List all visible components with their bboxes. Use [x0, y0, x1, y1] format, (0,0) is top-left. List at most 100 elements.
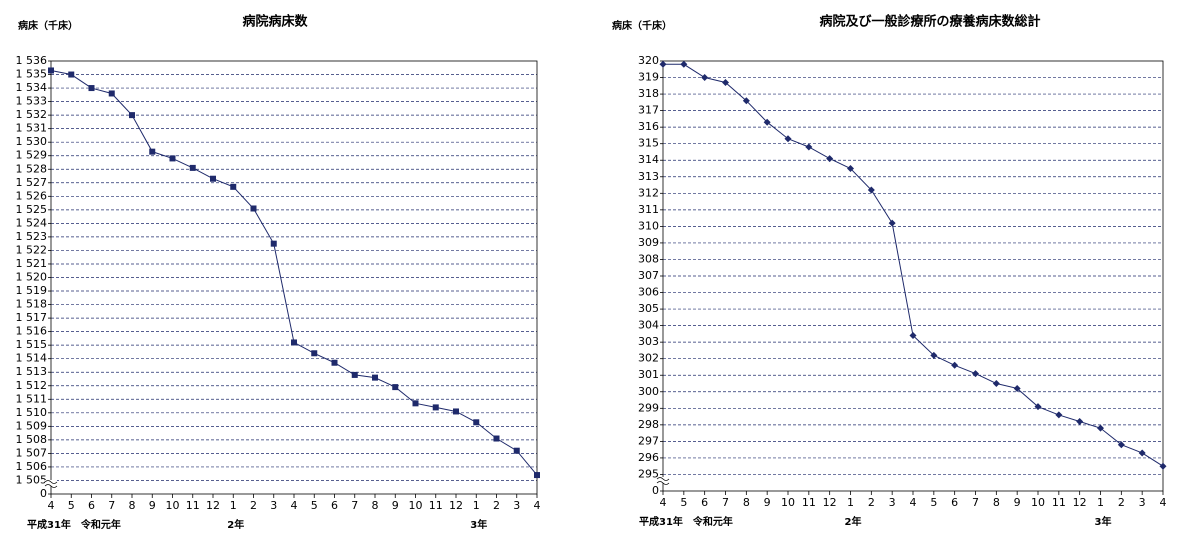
y-tick-label: 299 — [638, 401, 659, 414]
point — [129, 112, 135, 119]
y-tick-label: 1 510 — [16, 406, 48, 419]
x-tick-label: 10 — [166, 499, 180, 512]
x-tick-label: 1 — [230, 499, 237, 512]
x-group-label: 2年 — [227, 518, 244, 531]
y-tick-label: 302 — [638, 352, 659, 365]
point — [331, 359, 338, 366]
x-tick-label: 3 — [270, 499, 277, 512]
y-tick-label: 296 — [638, 451, 659, 464]
x-tick-label: 2 — [868, 496, 875, 509]
y-tick-label: 306 — [638, 286, 659, 299]
point — [210, 175, 216, 182]
y-tick-label: 1 505 — [16, 473, 48, 486]
point — [992, 380, 1000, 387]
y-tick-label: 304 — [638, 319, 659, 332]
y-tick-label: 1 529 — [16, 149, 48, 162]
x-tick-label: 4 — [910, 496, 917, 509]
point — [784, 135, 792, 143]
point — [88, 85, 95, 92]
y-tick-label: 319 — [638, 71, 659, 84]
point — [351, 371, 358, 378]
y-tick-label: 1 513 — [16, 365, 48, 378]
x-tick-label: 11 — [1052, 496, 1066, 509]
x-tick-label: 2 — [250, 499, 257, 512]
y-tick-label: 1 507 — [16, 446, 48, 459]
point — [432, 404, 439, 411]
x-tick-label: 3 — [1139, 496, 1146, 509]
y-tick-label: 312 — [638, 186, 659, 199]
y-tick-label: 1 528 — [16, 162, 48, 175]
y-tick-label: 1 523 — [16, 230, 48, 243]
x-tick-label: 5 — [930, 496, 937, 509]
point — [680, 60, 688, 68]
axis-break — [44, 480, 58, 488]
x-group-label: 平成31年 令和元年 — [639, 515, 733, 528]
point — [392, 384, 399, 391]
point — [1138, 449, 1146, 457]
x-group-label: 3年 — [1095, 515, 1112, 528]
x-tick-label: 6 — [701, 496, 708, 509]
point — [1117, 441, 1125, 449]
point — [930, 351, 938, 359]
point — [189, 164, 196, 171]
x-tick-label: 8 — [372, 499, 379, 512]
point — [972, 370, 979, 378]
x-tick-label: 4 — [48, 499, 55, 512]
y-tick-label: 1 526 — [16, 189, 48, 202]
y-tick-label: 303 — [638, 335, 659, 348]
y-tick-label: 1 531 — [16, 122, 48, 135]
point — [888, 219, 896, 227]
point — [68, 71, 75, 78]
x-tick-label: 7 — [972, 496, 979, 509]
y-tick-label: 1 517 — [16, 311, 48, 324]
y-tick-label: 320 — [638, 54, 659, 67]
point — [149, 148, 156, 155]
x-tick-label: 6 — [88, 499, 95, 512]
y-tick-label: 310 — [638, 219, 659, 232]
point — [722, 79, 729, 86]
x-tick-label: 12 — [449, 499, 463, 512]
y-tick-label: 1 508 — [16, 433, 48, 446]
point — [1055, 411, 1063, 419]
y-tick-label: 297 — [638, 434, 659, 447]
point — [951, 361, 959, 369]
x-tick-label: 7 — [722, 496, 729, 509]
x-tick-label: 11 — [186, 499, 200, 512]
point — [1076, 418, 1084, 426]
point — [1097, 424, 1104, 432]
point — [169, 155, 176, 162]
x-tick-label: 6 — [331, 499, 338, 512]
x-tick-label: 8 — [743, 496, 750, 509]
y-tick-label: 316 — [638, 120, 659, 133]
axis-break — [656, 477, 670, 485]
y-tick-label: 318 — [638, 87, 659, 100]
x-tick-label: 5 — [311, 499, 318, 512]
x-tick-label: 11 — [802, 496, 816, 509]
x-tick-label: 4 — [660, 496, 667, 509]
point — [250, 205, 257, 212]
point — [311, 350, 318, 357]
y-tick-label: 314 — [638, 153, 659, 166]
point — [659, 60, 667, 68]
x-tick-label: 3 — [513, 499, 520, 512]
y-tick-label: 308 — [638, 252, 659, 265]
y-tick-label: 317 — [638, 104, 659, 117]
y-tick-label: 1 509 — [16, 419, 48, 432]
y-tick-label: 298 — [638, 418, 659, 431]
point — [701, 74, 709, 82]
x-tick-label: 9 — [1014, 496, 1021, 509]
x-tick-label: 7 — [351, 499, 358, 512]
y-tick-label: 295 — [638, 467, 659, 480]
x-tick-label: 5 — [680, 496, 687, 509]
x-tick-label: 2 — [493, 499, 500, 512]
x-tick-label: 8 — [993, 496, 1000, 509]
y-tick-label: 1 533 — [16, 95, 48, 108]
y-tick-label: 1 511 — [16, 392, 48, 405]
y-tick-label: 1 524 — [16, 216, 48, 229]
point — [412, 400, 419, 407]
x-tick-label: 9 — [149, 499, 156, 512]
point — [534, 472, 540, 479]
y-tick-label: 1 522 — [16, 243, 48, 256]
axis-break-gap — [45, 480, 57, 486]
